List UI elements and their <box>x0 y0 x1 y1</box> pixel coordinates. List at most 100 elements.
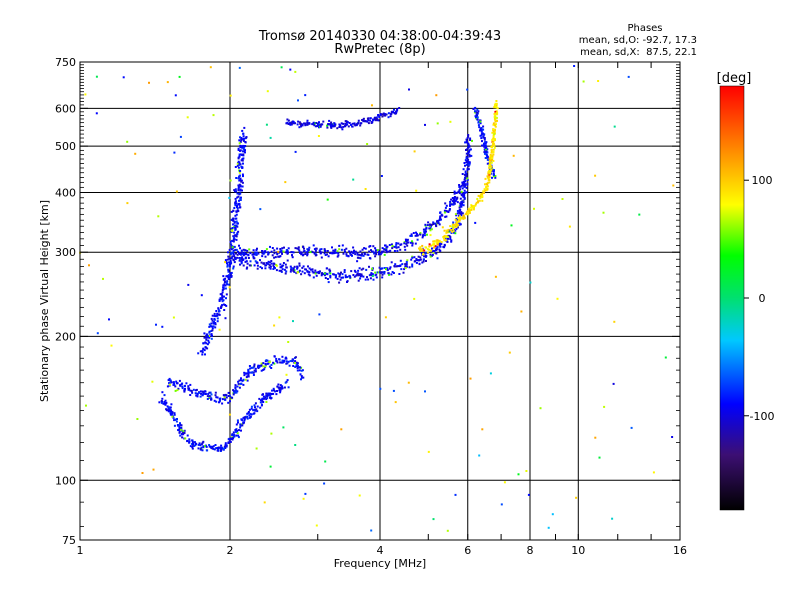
data-point <box>323 272 326 275</box>
data-point <box>423 234 426 237</box>
data-point <box>426 248 429 251</box>
data-point <box>232 219 235 222</box>
data-point <box>428 248 431 251</box>
data-point <box>465 152 468 155</box>
data-point <box>314 249 317 252</box>
data-point <box>243 137 246 140</box>
data-point <box>385 249 388 252</box>
data-point <box>495 105 498 108</box>
data-point <box>409 234 412 237</box>
data-point <box>421 249 424 252</box>
data-point <box>239 188 242 191</box>
data-point <box>284 381 287 384</box>
data-point <box>361 253 363 256</box>
data-point <box>356 122 359 125</box>
data-point <box>329 252 332 255</box>
data-point <box>172 381 175 384</box>
data-point <box>486 183 489 186</box>
chart-subtitle: RwPretec (8p) <box>334 42 425 57</box>
data-point <box>331 246 333 249</box>
data-point <box>398 273 401 275</box>
data-point <box>221 398 224 401</box>
data-point <box>456 218 459 221</box>
data-point <box>193 444 196 447</box>
data-point <box>228 413 231 416</box>
data-point <box>253 257 256 260</box>
data-point <box>178 427 181 430</box>
data-point <box>494 112 497 115</box>
data-point <box>280 66 283 69</box>
data-point <box>387 116 390 119</box>
data-point <box>239 199 242 201</box>
data-point <box>456 224 459 227</box>
data-point <box>252 249 255 252</box>
data-point <box>241 424 244 427</box>
data-point <box>179 135 182 138</box>
data-point <box>415 261 418 264</box>
data-point <box>308 271 311 274</box>
data-point <box>245 415 247 418</box>
data-point <box>252 371 255 374</box>
data-point <box>247 368 250 371</box>
data-point <box>240 180 243 183</box>
data-point <box>394 401 397 404</box>
data-point <box>262 393 264 396</box>
data-point <box>405 263 408 266</box>
data-point <box>481 196 484 199</box>
data-point <box>216 447 219 449</box>
data-point <box>205 333 208 336</box>
data-point <box>491 176 493 179</box>
data-point <box>411 242 414 245</box>
data-point <box>200 443 203 446</box>
data-point <box>296 271 299 274</box>
data-point <box>186 439 189 442</box>
data-point <box>392 111 394 113</box>
data-point <box>286 379 289 382</box>
data-point <box>168 406 171 409</box>
data-point <box>458 190 461 193</box>
data-point <box>245 372 248 375</box>
data-point <box>264 255 267 258</box>
data-point <box>237 157 240 160</box>
data-point <box>451 197 454 199</box>
data-point <box>466 142 469 145</box>
data-point <box>533 207 535 210</box>
data-point <box>378 251 381 254</box>
data-point <box>136 418 139 420</box>
data-point <box>471 139 473 142</box>
data-point <box>481 194 484 197</box>
data-point <box>383 267 386 269</box>
data-point <box>269 396 271 399</box>
data-point <box>245 267 248 270</box>
data-point <box>294 70 297 73</box>
data-point <box>495 106 498 109</box>
data-point <box>337 254 340 257</box>
data-point <box>256 410 259 413</box>
data-point <box>211 445 214 448</box>
data-point <box>476 116 479 119</box>
data-point <box>223 295 225 298</box>
data-point <box>247 412 250 415</box>
data-point <box>369 245 372 247</box>
data-point <box>299 122 302 125</box>
data-point <box>390 261 393 264</box>
data-point <box>226 262 228 265</box>
x-tick-label: 6 <box>464 544 471 557</box>
data-point <box>421 248 424 251</box>
data-point <box>443 229 446 232</box>
data-point <box>273 355 276 358</box>
data-point <box>411 263 414 266</box>
data-point <box>302 265 305 268</box>
data-point <box>442 236 445 238</box>
data-point <box>210 317 213 320</box>
data-point <box>399 248 402 251</box>
data-point <box>492 153 495 156</box>
data-point <box>437 221 440 224</box>
data-point <box>306 123 309 126</box>
data-point <box>283 386 286 389</box>
data-point <box>240 377 242 380</box>
data-point <box>387 112 390 115</box>
data-point <box>243 416 246 419</box>
data-point <box>415 259 418 261</box>
data-point <box>468 162 471 165</box>
